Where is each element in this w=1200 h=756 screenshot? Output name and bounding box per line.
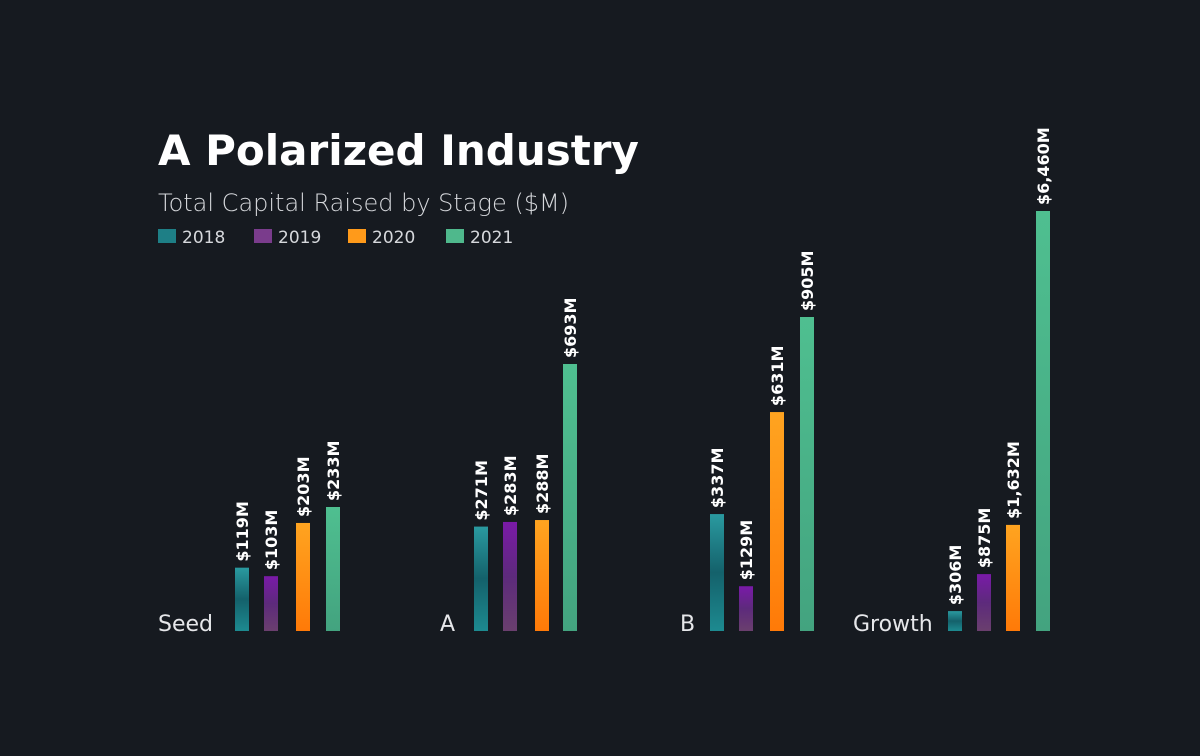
data-label-b-2020: $631M <box>768 346 787 406</box>
legend-swatch <box>254 229 272 243</box>
category-label-growth: Growth <box>853 612 933 637</box>
bar-growth-2020 <box>1006 524 1020 631</box>
data-label-a-2018: $271M <box>472 460 491 520</box>
data-label-growth-2018: $306M <box>946 545 965 605</box>
bar-b-2020 <box>770 412 784 631</box>
category-label-b: B <box>680 612 695 637</box>
bar-a-2019 <box>503 521 517 631</box>
data-label-a-2020: $288M <box>533 454 552 514</box>
bar-seed-2018 <box>235 567 249 631</box>
bar-b-2018 <box>710 514 724 631</box>
bar-growth-2018 <box>948 611 962 631</box>
legend-swatch <box>158 229 176 243</box>
data-label-seed-2021: $233M <box>324 441 343 501</box>
legend-swatch <box>348 229 366 243</box>
category-label-a: A <box>440 612 455 637</box>
legend-item-2019: 2019 <box>254 228 321 248</box>
data-label-seed-2018: $119M <box>233 501 252 561</box>
data-label-b-2019: $129M <box>737 520 756 580</box>
bar-growth-2021 <box>1036 211 1050 631</box>
legend-label: 2018 <box>182 228 225 248</box>
data-label-b-2021: $905M <box>798 251 817 311</box>
bar-growth-2019 <box>977 574 991 631</box>
legend-item-2018: 2018 <box>158 228 225 248</box>
bar-b-2019 <box>739 586 753 631</box>
bar-seed-2021 <box>326 507 340 631</box>
chart-subtitle: Total Capital Raised by Stage ($M) <box>158 189 569 217</box>
bar-seed-2019 <box>264 576 278 631</box>
chart-title: A Polarized Industry <box>158 126 639 175</box>
legend-item-2020: 2020 <box>348 228 415 248</box>
category-labels: Seed A B Growth <box>158 612 933 637</box>
bar-seed-2020 <box>296 522 310 631</box>
legend: 2018 2019 2020 2021 <box>158 228 513 248</box>
data-label-growth-2020: $1,632M <box>1004 441 1023 519</box>
legend-label: 2020 <box>372 228 415 248</box>
data-label-a-2019: $283M <box>501 456 520 516</box>
data-label-seed-2020: $203M <box>294 457 313 517</box>
data-label-seed-2019: $103M <box>262 510 281 570</box>
legend-item-2021: 2021 <box>446 228 513 248</box>
legend-swatch <box>446 229 464 243</box>
data-labels: $119M $103M $203M $233M $271M $283M $288M $693M… <box>233 127 1053 605</box>
bar-a-2020 <box>535 520 549 631</box>
bar-a-2018 <box>474 526 488 631</box>
data-label-growth-2021: $6,460M <box>1034 127 1053 205</box>
legend-label: 2021 <box>470 228 513 248</box>
data-label-growth-2019: $875M <box>975 508 994 568</box>
bar-b-2021 <box>800 317 814 631</box>
data-label-a-2021: $693M <box>561 298 580 358</box>
category-label-seed: Seed <box>158 612 213 637</box>
bar-a-2021 <box>563 364 577 631</box>
legend-label: 2019 <box>278 228 321 248</box>
bars <box>235 211 1050 631</box>
data-label-b-2018: $337M <box>708 448 727 508</box>
